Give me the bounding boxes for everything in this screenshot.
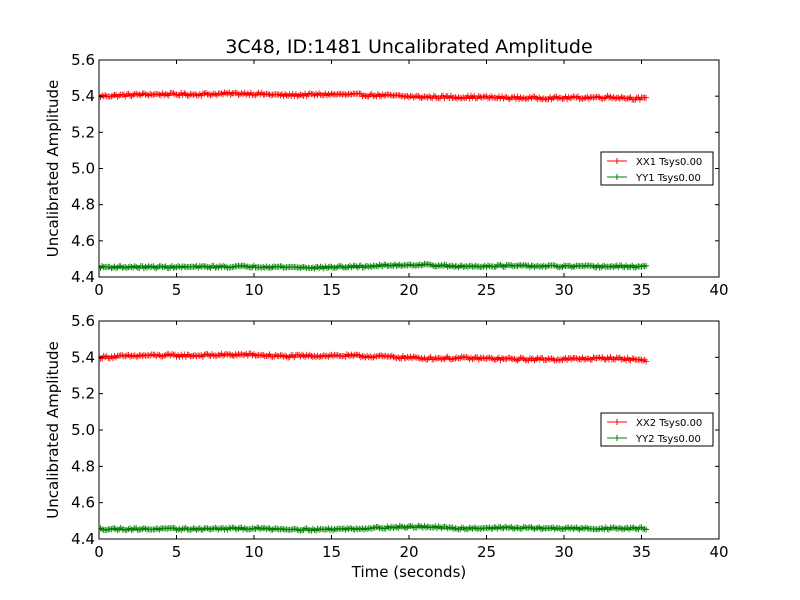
y-tick-label: 4.8 [71,196,95,214]
y-axis-label: Uncalibrated Amplitude [44,80,62,257]
legend-label: XX1 Tsys0.00 [636,157,702,168]
x-tick-label: 0 [94,543,104,561]
x-tick-label: 15 [322,281,341,299]
legend: XX1 Tsys0.00 YY1 Tsys0.00 [600,151,714,186]
series-xx1 [99,89,650,103]
legend-label: XX2 Tsys0.00 [636,418,702,429]
plot-area [99,350,650,534]
legend-marker [614,419,620,425]
legend-marker [614,158,620,164]
legend: XX2 Tsys0.00 YY2 Tsys0.00 [600,412,714,447]
y-tick-label: 5.4 [71,348,95,366]
series-markers [99,522,650,534]
series-markers [99,89,650,103]
series-xx2 [99,350,650,365]
y-tick-label: 5.0 [71,160,95,178]
x-tick-label: 25 [477,543,496,561]
legend-entry: YY2 Tsys0.00 [607,434,701,445]
y-tick-label: 5.2 [71,385,95,403]
legend-box [600,151,714,186]
legend-label: YY1 Tsys0.00 [635,173,701,184]
figure-title: 3C48, ID:1481 Uncalibrated Amplitude [225,36,592,58]
legend-marker [614,435,620,441]
x-tick-label: 10 [244,281,263,299]
series-markers [99,350,650,365]
y-axis-label: Uncalibrated Amplitude [44,341,62,518]
legend-label: YY2 Tsys0.00 [635,434,701,445]
y-tick-label: 5.0 [71,421,95,439]
legend-entry: XX1 Tsys0.00 [607,157,702,168]
x-tick-label: 5 [172,281,182,299]
x-tick-label: 5 [172,543,182,561]
legend-entry: YY1 Tsys0.00 [607,173,701,184]
x-tick-label: 30 [554,281,573,299]
x-tick-label: 10 [244,543,263,561]
legend-box [600,412,714,447]
legend-entry: XX2 Tsys0.00 [607,418,702,429]
x-tick-label: 40 [709,281,728,299]
plot-area [99,89,650,272]
y-tick-label: 4.6 [71,494,95,512]
chart-panel-1: 0 5 10 15 20 25 30 35 40 4.4 4.6 4.8 5.0 5.2 5.4 5.6 Unc… [44,51,729,299]
x-tick-label: 15 [322,543,341,561]
x-tick-label: 40 [709,543,728,561]
series-yy1 [99,260,650,272]
y-tick-label: 5.2 [71,123,95,141]
y-tick-label: 4.4 [71,268,95,286]
y-tick-label: 5.6 [71,51,95,69]
y-tick-label: 4.8 [71,457,95,475]
figure-xlabel: Time (seconds) [351,563,467,581]
series-markers [99,260,650,272]
y-tick-label: 5.6 [71,312,95,330]
x-tick-label: 30 [554,543,573,561]
series-yy2 [99,522,650,534]
x-tick-label: 20 [399,281,418,299]
x-tick-label: 35 [632,543,651,561]
y-tick-label: 4.6 [71,232,95,250]
x-tick-label: 20 [399,543,418,561]
y-tick-label: 4.4 [71,530,95,548]
y-tick-label: 5.4 [71,87,95,105]
chart-panel-2: 0 5 10 15 20 25 30 35 40 4.4 4.6 4.8 5.0 5.2 5.4 5.6 Unc… [44,312,729,561]
x-tick-label: 35 [632,281,651,299]
legend-marker [614,174,620,180]
x-tick-label: 25 [477,281,496,299]
x-tick-label: 0 [94,281,104,299]
axes-layer: 0 5 10 15 20 25 30 35 40 4.4 4.6 4.8 5.0 5.2 5.4 5.6 Unc… [44,51,729,561]
